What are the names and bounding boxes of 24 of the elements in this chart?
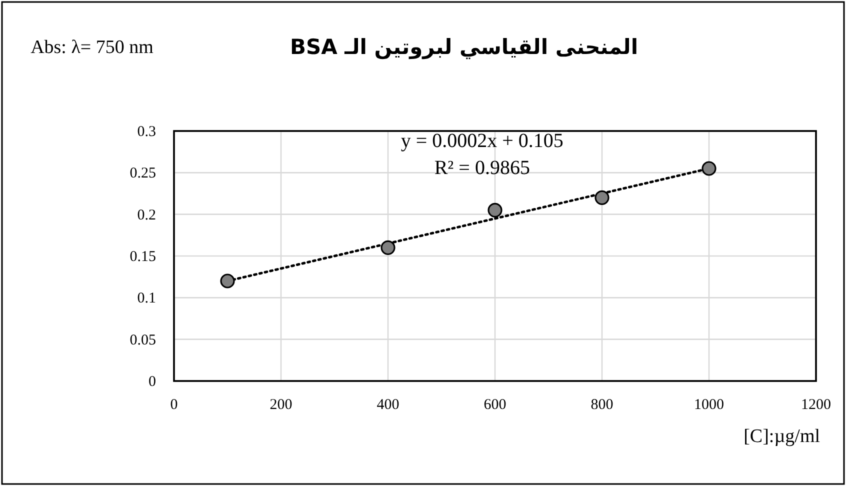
y-tick-label: 0.05 [130,332,156,348]
y-tick-label: 0.25 [130,166,156,182]
point [594,190,610,205]
point [220,274,235,288]
x-tick-label: 800 [590,397,614,413]
x-tick-label: 400 [376,397,400,413]
point [702,161,716,176]
chart-title: المنحنى القياسي لبروتين الـ BSA [290,35,638,60]
y-tick-label: 0 [148,374,156,390]
y-tick-label: 0.2 [137,207,156,224]
x-tick-label: 200 [270,397,292,413]
y-tick-label: 0.15 [130,249,156,265]
annotation: y = 0.0002x + 0.105 [400,130,564,152]
x-axis-title: [C]:µg/ml [744,426,820,448]
point [488,202,502,218]
x-tick-label: 1000 [694,397,724,413]
x-tick-label: 1200 [801,397,831,413]
y-axis-title: Abs: λ= 750 nm [30,36,154,60]
x-tick-label: 600 [484,397,506,413]
y-tick-label: 0.1 [137,290,156,307]
annotation: R² = 0.9865 [434,157,530,179]
y-tick-label: 0.3 [137,124,156,140]
x-tick-label: 0 [170,397,178,413]
point [380,240,396,255]
